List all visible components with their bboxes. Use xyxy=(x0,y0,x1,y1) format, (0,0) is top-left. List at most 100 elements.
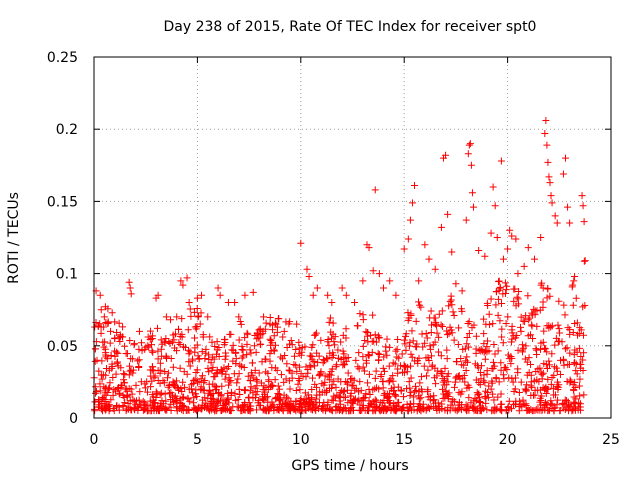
data-point xyxy=(432,399,440,407)
data-point xyxy=(167,395,175,403)
data-point xyxy=(491,350,499,358)
data-point xyxy=(572,294,580,302)
data-point xyxy=(517,313,525,321)
data-point xyxy=(464,150,472,158)
data-point xyxy=(315,352,323,360)
data-point xyxy=(482,387,490,395)
data-point xyxy=(527,382,535,390)
data-point xyxy=(527,406,535,414)
data-point xyxy=(328,365,336,373)
data-point xyxy=(411,182,419,190)
data-point xyxy=(169,363,177,371)
data-point xyxy=(276,385,284,393)
data-point xyxy=(393,405,401,413)
data-point xyxy=(579,356,587,364)
data-point xyxy=(566,403,574,411)
data-point xyxy=(368,348,376,356)
data-point xyxy=(481,393,489,401)
data-point xyxy=(480,371,488,379)
data-point xyxy=(466,140,474,148)
data-point xyxy=(574,331,582,339)
data-point xyxy=(411,388,419,396)
data-point xyxy=(178,315,186,323)
data-point xyxy=(408,199,416,207)
data-point xyxy=(113,348,121,356)
data-point xyxy=(170,379,178,387)
data-point xyxy=(415,402,423,410)
data-point xyxy=(342,291,350,299)
data-point xyxy=(410,393,418,401)
data-point xyxy=(439,375,447,383)
data-point xyxy=(398,350,406,358)
data-point xyxy=(150,399,158,407)
data-point xyxy=(198,348,206,356)
data-point xyxy=(208,353,216,361)
data-point xyxy=(185,298,193,306)
data-point xyxy=(153,324,161,332)
data-point xyxy=(187,312,195,320)
data-point xyxy=(327,406,335,414)
data-point xyxy=(215,389,223,397)
data-point xyxy=(304,365,312,373)
data-point xyxy=(525,354,533,362)
data-point xyxy=(527,392,535,400)
data-point xyxy=(540,327,548,335)
data-point xyxy=(446,298,454,306)
data-point xyxy=(437,352,445,360)
data-point xyxy=(321,372,329,380)
data-point xyxy=(249,359,257,367)
data-point xyxy=(185,407,193,415)
data-point xyxy=(205,368,213,376)
data-point xyxy=(315,372,323,380)
data-point xyxy=(296,396,304,404)
data-point xyxy=(455,398,463,406)
data-point xyxy=(167,389,175,397)
data-point xyxy=(490,341,498,349)
data-point xyxy=(107,396,115,404)
data-point xyxy=(460,361,468,369)
data-point xyxy=(519,344,527,352)
data-point xyxy=(533,350,541,358)
data-point xyxy=(143,407,151,415)
data-point xyxy=(570,351,578,359)
data-point xyxy=(402,330,410,338)
data-point xyxy=(387,385,395,393)
data-point xyxy=(494,295,502,303)
data-point xyxy=(338,387,346,395)
data-point xyxy=(293,367,301,375)
data-point xyxy=(286,367,294,375)
data-point xyxy=(154,347,162,355)
data-point xyxy=(430,374,438,382)
data-point xyxy=(504,313,512,321)
data-point xyxy=(371,396,379,404)
data-point xyxy=(255,401,263,409)
data-point xyxy=(317,336,325,344)
data-point xyxy=(576,360,584,368)
data-point xyxy=(337,338,345,346)
data-point xyxy=(489,183,497,191)
data-point xyxy=(326,376,334,384)
data-point xyxy=(325,342,333,350)
data-point xyxy=(369,311,377,319)
data-point xyxy=(502,289,510,297)
data-point xyxy=(483,367,491,375)
data-point xyxy=(236,361,244,369)
data-point xyxy=(119,391,127,399)
data-point xyxy=(383,393,391,401)
data-point xyxy=(427,352,435,360)
data-point xyxy=(408,327,416,335)
data-point xyxy=(193,294,201,302)
data-point xyxy=(220,405,228,413)
data-point xyxy=(109,391,117,399)
data-point xyxy=(101,303,109,311)
data-point xyxy=(176,395,184,403)
data-point xyxy=(246,376,254,384)
data-point xyxy=(153,407,161,415)
data-point xyxy=(425,356,433,364)
data-point xyxy=(105,366,113,374)
data-point xyxy=(465,330,473,338)
data-point xyxy=(489,320,497,328)
data-point xyxy=(380,353,388,361)
data-point xyxy=(543,294,551,302)
